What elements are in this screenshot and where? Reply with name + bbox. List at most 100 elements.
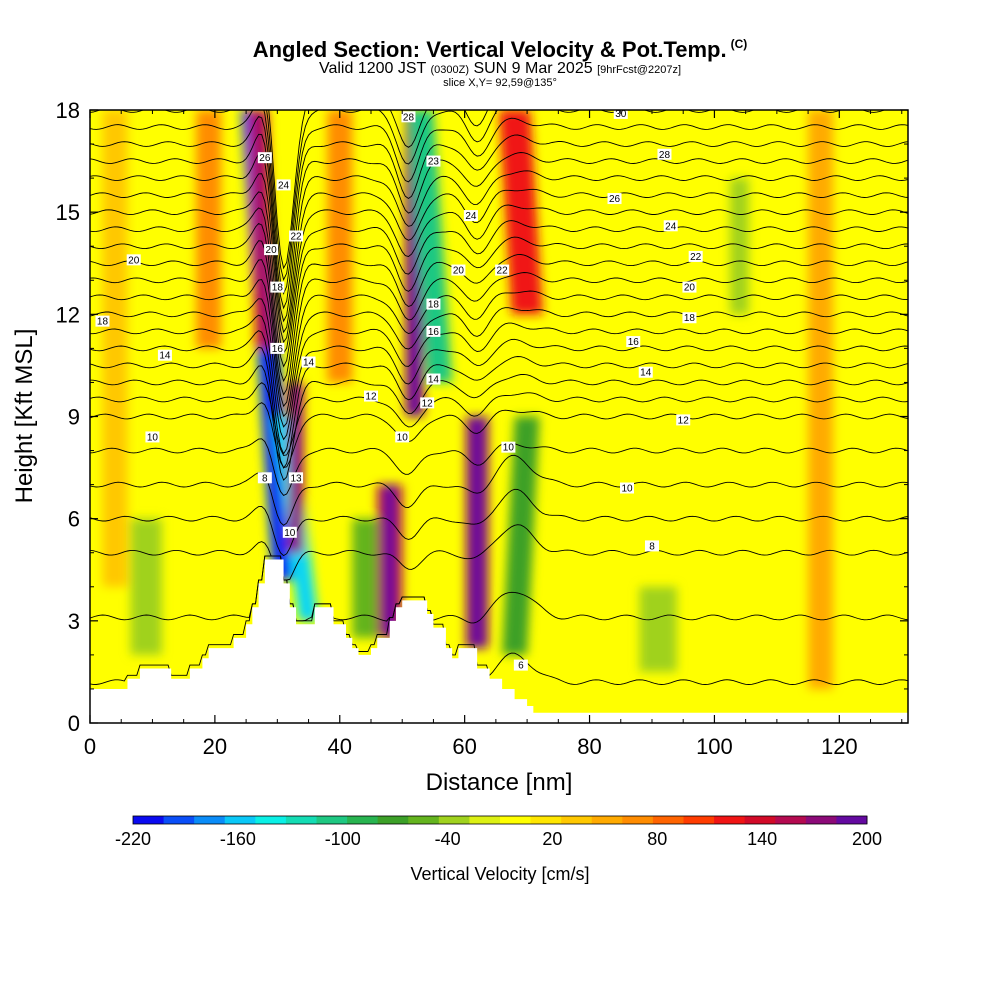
y-tick-label: 3: [68, 609, 80, 634]
contour-label-bg: [451, 264, 466, 276]
contour-label-bg: [157, 349, 172, 361]
contour-label-bg: [626, 336, 641, 348]
y-tick-label: 6: [68, 507, 80, 532]
y-tick-label: 18: [56, 98, 80, 123]
contour-label: 24: [665, 221, 677, 232]
y-tick-label: 9: [68, 405, 80, 430]
theta-contour: [90, 365, 908, 481]
theta-contour: [90, 279, 908, 418]
contour-label-bg: [426, 155, 441, 167]
contour-label-bg: [126, 254, 141, 266]
theta-contour: [90, 438, 908, 496]
contour-label-bg: [257, 152, 272, 164]
velocity-feature: [130, 518, 162, 655]
colorbar-swatch: [836, 816, 868, 824]
velocity-feature: [499, 110, 543, 315]
contour-label: 14: [159, 351, 171, 362]
colorbar-tick-label: -100: [325, 829, 361, 849]
contour-label-bg: [282, 526, 297, 538]
chart-subtitle: Valid 1200 JST (0300Z) SUN 9 Mar 2025 [9…: [318, 60, 682, 77]
contour-label: 10: [397, 432, 409, 443]
contour-label-bg: [682, 312, 697, 324]
velocity-feature: [502, 416, 540, 655]
velocity-feature: [639, 586, 677, 672]
theta-contour: [90, 454, 908, 526]
colorbar-swatch: [652, 816, 684, 824]
contour-label: 18: [428, 300, 440, 311]
velocity-feature-core: [292, 382, 300, 553]
colorbar-swatch: [500, 816, 532, 824]
colorbar-swatch: [775, 816, 807, 824]
contour-label-bg: [463, 210, 478, 222]
contour-label-bg: [401, 111, 416, 123]
theta-contour: [90, 555, 908, 624]
velocity-feature-core: [472, 416, 483, 649]
theta-contour: [90, 222, 908, 383]
x-axis-label: Distance [nm]: [426, 769, 573, 796]
y-tick-label: 12: [56, 302, 80, 327]
colorbar-tick-label: 80: [647, 829, 667, 849]
colorbar-swatch: [347, 816, 379, 824]
theta-contour: [90, 110, 908, 295]
y-tick-label: 15: [56, 200, 80, 225]
theta-contour: [90, 330, 908, 455]
contour-label: 12: [365, 392, 377, 403]
contour-label-bg: [663, 220, 678, 232]
contour-label-bg: [270, 342, 285, 354]
colorbar-swatch: [683, 816, 715, 824]
contour-label-bg: [657, 148, 672, 160]
colorbar-swatch: [255, 816, 287, 824]
contour-label-bg: [95, 315, 110, 327]
contour-label-bg: [682, 281, 697, 293]
contour-label: 10: [284, 528, 296, 539]
colorbar-swatch: [561, 816, 593, 824]
contour-label-bg: [395, 431, 410, 443]
chart-slice-info: slice X,Y= 92,59@135°: [443, 77, 557, 89]
theta-contour: [90, 110, 908, 282]
colorbar-swatch: [805, 816, 837, 824]
contour-label: 16: [628, 337, 640, 348]
contour-label: 20: [128, 255, 140, 266]
contour-label: 23: [428, 157, 440, 168]
contour-label: 12: [678, 415, 690, 426]
contour-label: 28: [403, 112, 415, 123]
contour-label: 16: [428, 327, 440, 338]
colorbar-swatch: [285, 816, 317, 824]
colorbar-swatch: [469, 816, 501, 824]
colorbar-swatch: [744, 816, 776, 824]
contour-label: 10: [503, 443, 515, 454]
theta-contour: [90, 115, 908, 310]
contour-label-bg: [513, 659, 528, 671]
plot-background: [90, 110, 908, 723]
velocity-feature: [730, 178, 749, 315]
colorbar-frame: [132, 815, 868, 825]
contour-label: 6: [518, 661, 524, 672]
contour-label: 14: [640, 368, 652, 379]
theta-contour: [90, 259, 908, 408]
contour-label-bg: [676, 414, 691, 426]
theta-contour: [90, 346, 908, 469]
theta-contour: [90, 314, 908, 441]
terrain-profile: [90, 559, 908, 723]
colorbar-swatch: [316, 816, 348, 824]
contour-label: 26: [609, 194, 621, 205]
contour-label-bg: [688, 250, 703, 262]
colorbar-swatch: [591, 816, 623, 824]
contour-label: 16: [272, 344, 284, 355]
theta-contour: [90, 298, 908, 428]
x-tick-label: 120: [821, 734, 858, 759]
y-axis-label: Height [Kft MSL]: [11, 329, 38, 504]
contour-label-bg: [638, 366, 653, 378]
contour-label-bg: [426, 298, 441, 310]
theta-contour: [90, 133, 908, 323]
colorbar-swatch: [377, 816, 409, 824]
colorbar-swatch: [530, 816, 562, 824]
colorbar-tick-label: -40: [435, 829, 461, 849]
chart-title: Angled Section: Vertical Velocity & Pot.…: [252, 37, 748, 62]
contour-label-bg: [301, 356, 316, 368]
theta-contour: [90, 173, 908, 344]
contour-label: 22: [290, 232, 302, 243]
contour-label: 22: [690, 252, 702, 263]
colorbar-swatch: [133, 816, 165, 824]
